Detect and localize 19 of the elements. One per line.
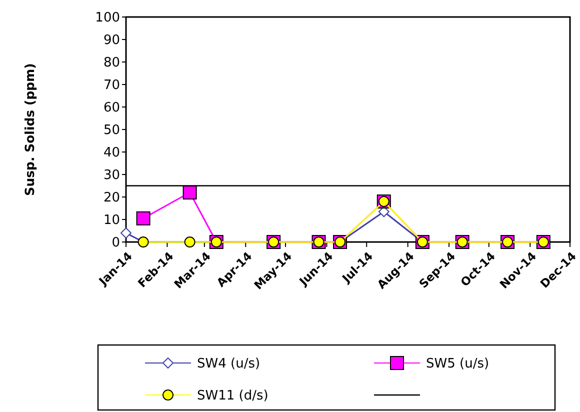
y-tick-label: 40: [103, 146, 120, 161]
y-tick-label: 20: [103, 190, 120, 206]
legend-label: SW4 (u/s): [197, 356, 260, 372]
y-tick-label: 50: [103, 123, 120, 138]
legend-label: SW5 (u/s): [426, 356, 490, 372]
y-tick-label: 100: [95, 10, 120, 26]
point: [136, 211, 150, 226]
y-tick-label: 90: [103, 33, 120, 48]
y-tick-label: 60: [103, 100, 120, 116]
y-axis-title: Susp. Solids (ppm): [22, 63, 37, 196]
point: [120, 228, 132, 238]
y-tick-label: 70: [103, 78, 120, 94]
y-tick-label: 80: [103, 56, 120, 71]
point: [182, 186, 197, 200]
y-tick-label: 10: [103, 213, 120, 228]
legend-label: SW11 (d/s): [197, 388, 268, 404]
y-tick-label: 30: [103, 168, 120, 184]
y-tick-label: 0: [112, 236, 120, 251]
point: [184, 236, 196, 248]
